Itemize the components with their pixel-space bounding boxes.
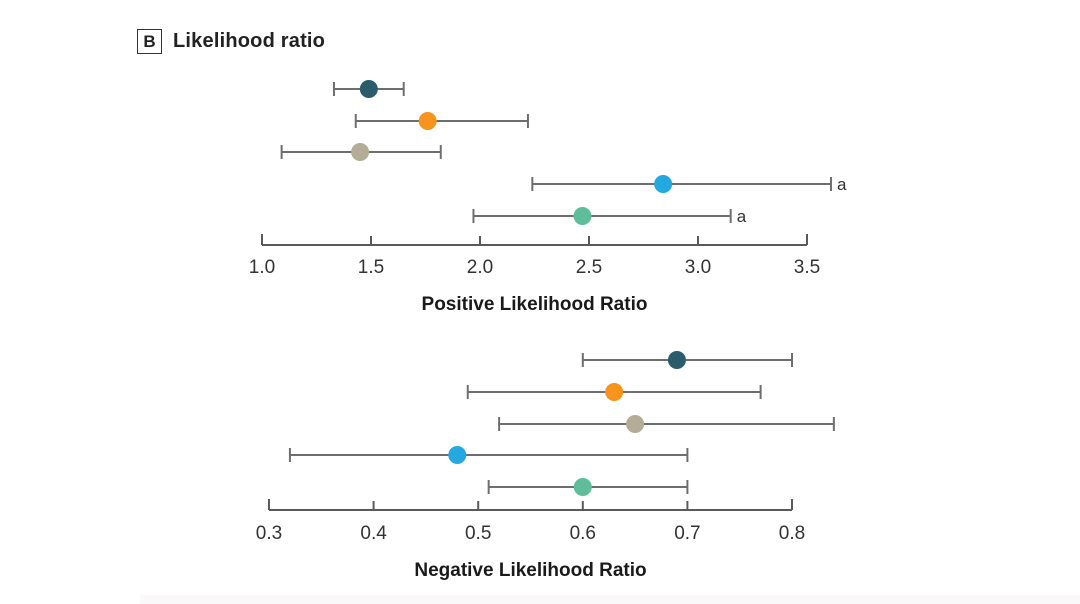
data-point: [605, 383, 624, 401]
x-axis-tick-label: 2.5: [576, 257, 602, 278]
figure-header: B Likelihood ratio: [137, 29, 325, 54]
panel-tag: B: [143, 31, 156, 51]
x-axis-tick-label: 1.0: [249, 257, 275, 278]
data-point: [418, 112, 437, 130]
x-axis-tick-label: 0.8: [779, 523, 805, 544]
x-axis-tick-label: 0.3: [256, 523, 282, 544]
x-axis-tick-label: 0.5: [465, 523, 491, 544]
x-axis-tick-label: 0.4: [360, 523, 387, 544]
data-point: [359, 80, 378, 98]
x-axis-tick-label: 0.6: [570, 523, 596, 544]
x-axis-tick-label: 3.0: [685, 257, 711, 278]
data-point: [573, 478, 592, 496]
bottom-strip: [140, 595, 1080, 604]
panel-title: Likelihood ratio: [173, 30, 326, 52]
data-point: [573, 207, 592, 225]
data-point: [626, 415, 645, 433]
footnote-marker: a: [737, 207, 747, 226]
footnote-marker: a: [837, 175, 847, 194]
data-point: [654, 175, 673, 193]
x-axis-tick-label: 3.5: [794, 257, 820, 278]
data-point: [667, 351, 686, 369]
data-point: [448, 446, 467, 464]
x-axis-tick-label: 0.7: [674, 523, 700, 544]
panel-tag-box: B: [137, 29, 162, 54]
x-axis-tick-label: 1.5: [358, 257, 384, 278]
x-axis-title: Negative Likelihood Ratio: [414, 560, 646, 581]
x-axis-title: Positive Likelihood Ratio: [422, 294, 648, 315]
data-point: [351, 143, 370, 161]
x-axis-tick-label: 2.0: [467, 257, 493, 278]
